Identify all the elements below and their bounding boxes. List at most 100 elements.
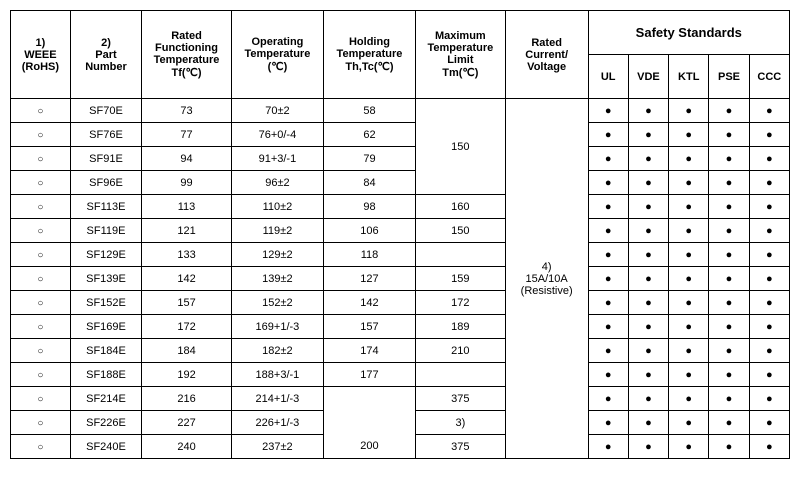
cell-std (749, 147, 789, 171)
filled-dot-icon (726, 249, 733, 261)
filled-dot-icon (645, 177, 652, 189)
filled-dot-icon (726, 297, 733, 309)
cell-op: 226+1/-3 (231, 411, 323, 435)
filled-dot-icon (766, 417, 773, 429)
filled-dot-icon (685, 153, 692, 165)
cell-std (588, 363, 628, 387)
cell-std (628, 123, 668, 147)
cell-std (669, 387, 709, 411)
cell-std (628, 219, 668, 243)
filled-dot-icon (605, 417, 612, 429)
col-hold: Holding Temperature Th,Tc(℃) (323, 11, 415, 99)
cell-op: 182±2 (231, 339, 323, 363)
filled-dot-icon (685, 393, 692, 405)
open-circle-icon (37, 105, 43, 117)
cell-std (749, 387, 789, 411)
open-circle-icon (37, 369, 43, 381)
cell-tf: 121 (142, 219, 232, 243)
filled-dot-icon (645, 321, 652, 333)
weee-mark (11, 411, 71, 435)
weee-mark (11, 195, 71, 219)
filled-dot-icon (766, 393, 773, 405)
cell-std (588, 195, 628, 219)
filled-dot-icon (685, 417, 692, 429)
cell-hold: 157 (323, 315, 415, 339)
cell-std (709, 99, 749, 123)
cell-std (588, 387, 628, 411)
col-tf: Rated Functioning Temperature Tf(℃) (142, 11, 232, 99)
cell-std (749, 171, 789, 195)
cell-part: SF129E (70, 243, 141, 267)
open-circle-icon (37, 417, 43, 429)
weee-mark (11, 99, 71, 123)
filled-dot-icon (645, 153, 652, 165)
weee-mark (11, 387, 71, 411)
table-row: SF169E172169+1/-3157189 (11, 315, 790, 339)
cell-std (709, 123, 749, 147)
col-part: 2) Part Number (70, 11, 141, 99)
table-row: SF96E9996±284 (11, 171, 790, 195)
col-pse: PSE (709, 55, 749, 99)
cell-part: SF113E (70, 195, 141, 219)
cell-part: SF188E (70, 363, 141, 387)
open-circle-icon (37, 345, 43, 357)
filled-dot-icon (685, 105, 692, 117)
cell-std (709, 363, 749, 387)
cell-std (709, 435, 749, 459)
cell-tf: 99 (142, 171, 232, 195)
cell-std (628, 99, 668, 123)
filled-dot-icon (766, 441, 773, 453)
filled-dot-icon (645, 393, 652, 405)
cell-op: 110±2 (231, 195, 323, 219)
filled-dot-icon (685, 273, 692, 285)
filled-dot-icon (605, 153, 612, 165)
cell-std (628, 387, 668, 411)
cell-hold: 200 (323, 435, 415, 459)
cell-hold: 79 (323, 147, 415, 171)
open-circle-icon (37, 177, 43, 189)
cell-std (669, 123, 709, 147)
filled-dot-icon (685, 321, 692, 333)
table-row: SF226E227226+1/-33) (11, 411, 790, 435)
thermal-fuse-spec-table: 1) WEEE (RoHS) 2) Part Number Rated Func… (10, 10, 790, 459)
cell-std (628, 147, 668, 171)
cell-std (588, 99, 628, 123)
cell-hold: 62 (323, 123, 415, 147)
cell-tf: 192 (142, 363, 232, 387)
cell-op: 119±2 (231, 219, 323, 243)
filled-dot-icon (605, 225, 612, 237)
cell-op: 169+1/-3 (231, 315, 323, 339)
filled-dot-icon (645, 225, 652, 237)
open-circle-icon (37, 321, 43, 333)
filled-dot-icon (645, 297, 652, 309)
cell-op: 129±2 (231, 243, 323, 267)
col-op: Operating Temperature (℃) (231, 11, 323, 99)
cell-std (669, 411, 709, 435)
cell-tm: 172 (415, 291, 505, 315)
cell-std (588, 291, 628, 315)
cell-part: SF184E (70, 339, 141, 363)
cell-tm (415, 363, 505, 387)
filled-dot-icon (605, 177, 612, 189)
filled-dot-icon (645, 417, 652, 429)
filled-dot-icon (645, 345, 652, 357)
cell-op: 237±2 (231, 435, 323, 459)
cell-tf: 227 (142, 411, 232, 435)
cell-part: SF119E (70, 219, 141, 243)
filled-dot-icon (766, 249, 773, 261)
weee-mark (11, 147, 71, 171)
cell-std (709, 411, 749, 435)
cell-std (588, 435, 628, 459)
cell-std (628, 171, 668, 195)
filled-dot-icon (766, 273, 773, 285)
cell-std (749, 411, 789, 435)
cell-std (709, 219, 749, 243)
cell-hold: 98 (323, 195, 415, 219)
cell-tm: 189 (415, 315, 505, 339)
filled-dot-icon (605, 273, 612, 285)
cell-std (588, 339, 628, 363)
cell-std (628, 315, 668, 339)
table-row: SF70E7370±2581504)15A/10A(Resistive) (11, 99, 790, 123)
filled-dot-icon (766, 153, 773, 165)
filled-dot-icon (766, 201, 773, 213)
